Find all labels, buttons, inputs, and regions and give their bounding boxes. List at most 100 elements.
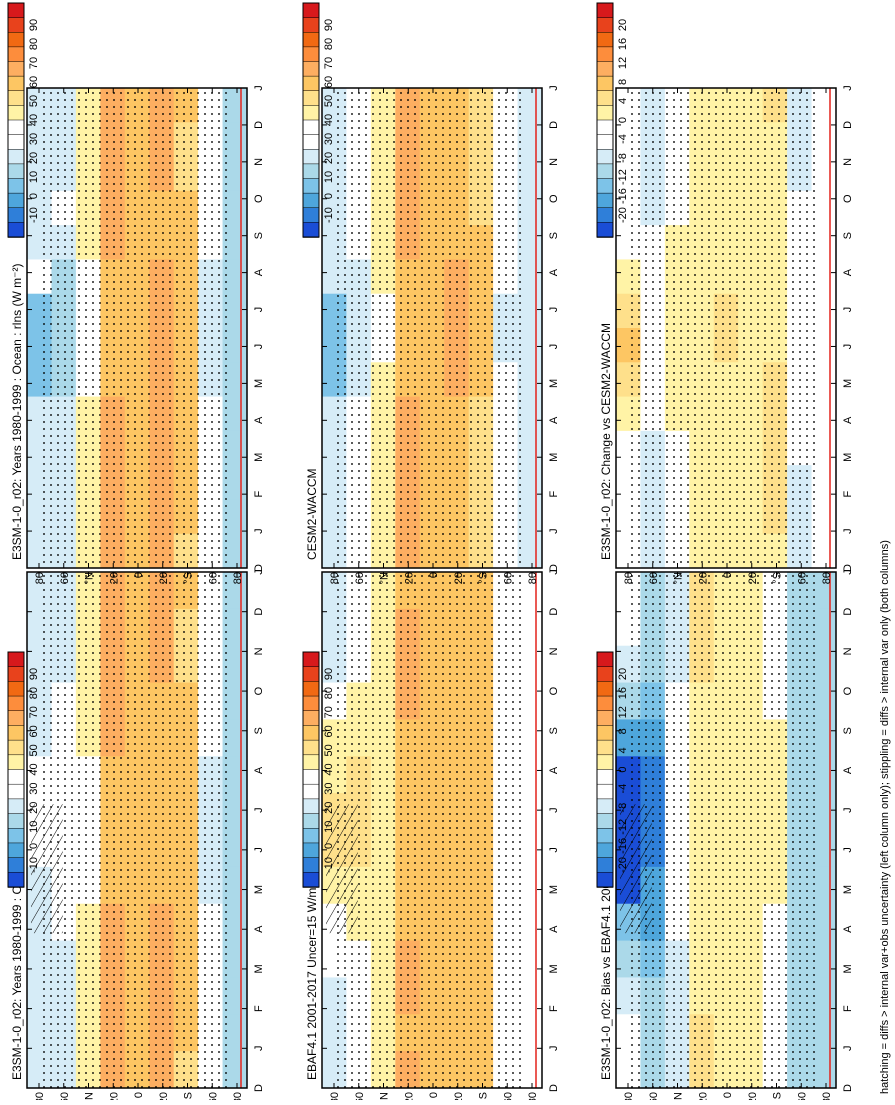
colorbar-swatch <box>302 105 320 121</box>
colorbar-swatch <box>302 75 320 92</box>
lat-tick-label: °S <box>478 1092 490 1100</box>
month-tick-label: F <box>842 1005 854 1012</box>
lat-tick-label: 20 <box>453 1092 465 1100</box>
month-tick-label: D <box>548 1084 560 1092</box>
lat-tick-label: 80 <box>623 1092 635 1100</box>
lat-tick-label: 0 <box>428 572 440 578</box>
month-tick-label: O <box>253 194 265 203</box>
month-tick-label: A <box>253 268 265 276</box>
colorbar-swatch <box>302 828 320 844</box>
lat-tick-label: °S <box>183 572 195 584</box>
month-tick-label: A <box>548 766 560 774</box>
colorbar-label: 0 <box>323 193 335 199</box>
month-tick-label: M <box>548 453 560 462</box>
colorbar-label: 8 <box>617 728 629 734</box>
colorbar-swatch <box>596 769 614 785</box>
colorbar-swatch <box>302 163 320 180</box>
month-tick-label: A <box>253 416 265 424</box>
month-tick-label: J <box>253 1046 265 1052</box>
colorbar-swatch <box>302 149 320 165</box>
colorbar-swatch <box>302 2 320 19</box>
colorbar-swatch <box>302 207 320 224</box>
colorbar-label: 50 <box>323 95 335 107</box>
colorbar-label: 40 <box>323 114 335 126</box>
lat-tick-label: 80 <box>232 572 244 584</box>
colorbar-frame <box>596 2 614 238</box>
colorbar-label: 60 <box>323 76 335 88</box>
lat-tick-label: 20 <box>158 572 170 584</box>
month-tick-label: J <box>548 847 560 853</box>
colorbar-swatch <box>7 75 25 92</box>
stippling-overlay <box>630 572 817 1088</box>
month-tick-label: D <box>842 564 854 572</box>
colorbar-frame <box>596 651 614 888</box>
lat-tick-label: 80 <box>527 1092 539 1100</box>
lat-tick-label: °N <box>673 572 685 584</box>
colorbar-swatch <box>596 651 614 668</box>
colorbar-label: 30 <box>28 133 40 145</box>
colorbar-swatch <box>302 90 320 107</box>
plot-frame <box>26 87 248 569</box>
colorbar-swatch <box>596 75 614 92</box>
colorbar-label: -8 <box>617 803 629 813</box>
lat-tick-label: °N <box>673 1092 685 1100</box>
month-tick-label: A <box>548 925 560 933</box>
colorbar-swatch <box>7 163 25 180</box>
month-tick-label: N <box>548 647 560 655</box>
lat-tick-label: °N <box>379 1092 391 1100</box>
colorbar-6: 20 16 12 8 4 0 -4 -8 -12 -16 -20 <box>596 2 629 238</box>
colorbar-swatch <box>596 857 614 874</box>
colorbar-swatch <box>596 90 614 107</box>
month-tick-label: J <box>548 85 560 91</box>
colorbar-label: 80 <box>28 38 40 50</box>
month-tick-label: M <box>253 453 265 462</box>
month-tick-label: S <box>253 727 265 734</box>
hatching-overlay <box>31 804 63 934</box>
colorbar-swatch <box>596 32 614 48</box>
colorbar-swatch <box>596 134 614 151</box>
month-tick-label: A <box>548 416 560 424</box>
month-tick-label: A <box>253 925 265 933</box>
stippling-overlay <box>336 88 523 568</box>
colorbar-label: 12 <box>617 706 629 718</box>
colorbar-swatch <box>7 681 25 697</box>
colorbar-swatch <box>7 17 25 34</box>
colorbar-swatch <box>596 192 614 209</box>
panel-title: E3SM-1-0_r02: Change vs CESM2-WACCM <box>599 323 613 560</box>
month-tick-label: J <box>548 344 560 350</box>
colorbar-4: 90 80 70 60 50 40 30 20 10 0 -10 <box>7 2 40 238</box>
month-tick-label: J <box>842 807 854 813</box>
colorbar-swatch <box>596 798 614 815</box>
colorbar-swatch <box>596 681 614 697</box>
colorbar-swatch <box>7 134 25 151</box>
colorbar-swatch <box>596 61 614 77</box>
month-tick-label: M <box>548 964 560 973</box>
lat-tick-label: 20 <box>747 1092 759 1100</box>
colorbar-label: 8 <box>617 79 629 85</box>
lat-tick-label: 80 <box>821 1092 833 1100</box>
month-tick-label: M <box>842 885 854 894</box>
lat-tick-label: 60 <box>502 572 514 584</box>
colorbar-label: 30 <box>323 782 335 794</box>
colorbar-label: 10 <box>323 821 335 833</box>
colorbar-swatch <box>302 872 320 888</box>
colorbar-swatch <box>7 828 25 844</box>
colorbar-swatch <box>7 90 25 107</box>
month-tick-label: O <box>548 194 560 203</box>
colorbar-swatch <box>302 813 320 829</box>
colorbar-label: 20 <box>323 802 335 814</box>
colorbar-swatch <box>302 222 320 238</box>
month-tick-label: J <box>253 807 265 813</box>
colorbar-swatch <box>302 798 320 815</box>
month-tick-label: F <box>253 491 265 498</box>
colorbar-label: 4 <box>617 98 629 104</box>
lat-tick-label: 0 <box>428 1092 440 1098</box>
colorbar-swatch <box>596 813 614 829</box>
lat-tick-label: 60 <box>207 1092 219 1100</box>
colorbar-swatch <box>596 828 614 844</box>
colorbar-swatch <box>302 681 320 697</box>
